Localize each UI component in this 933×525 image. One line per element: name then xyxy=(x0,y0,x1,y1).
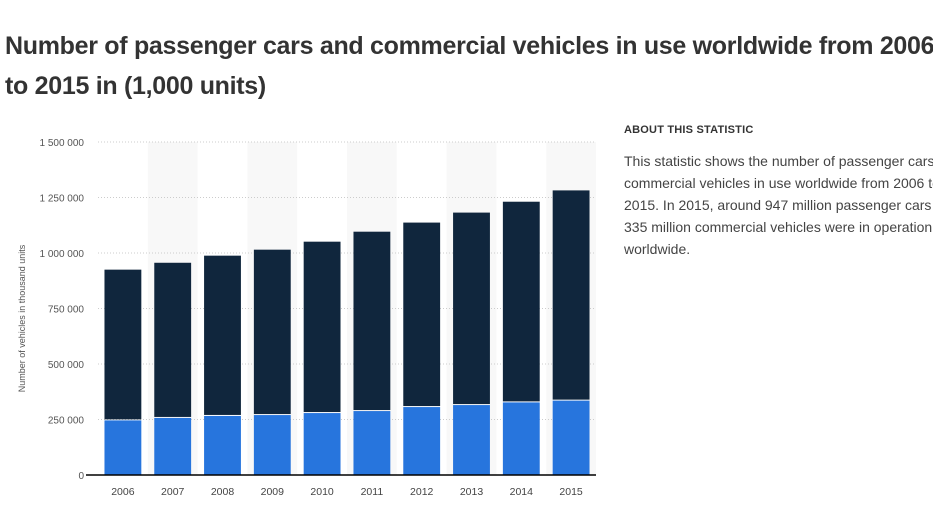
bar-passenger-2015 xyxy=(552,190,590,400)
about-line: 335 million commercial vehicles were in … xyxy=(624,219,933,235)
bar-passenger-2008 xyxy=(204,255,241,415)
page-title: Number of passenger cars and commercial … xyxy=(5,32,933,100)
bar-commercial-2010 xyxy=(303,413,341,475)
x-tick-label: 2007 xyxy=(161,486,185,498)
x-tick-label: 2010 xyxy=(310,486,334,498)
bar-passenger-2011 xyxy=(353,231,391,411)
x-tick-label: 2009 xyxy=(261,486,285,498)
x-tick-label: 2008 xyxy=(211,486,235,498)
stacked-bar-chart: 0 250 000 500 000 750 000 1 000 000 1 250 000… xyxy=(17,138,596,498)
y-tick-label: 0 xyxy=(78,471,84,482)
about-statistic: ABOUT THIS STATISTIC This statistic show… xyxy=(624,124,933,260)
bar-commercial-2013 xyxy=(453,405,490,475)
y-tick-label: 250 000 xyxy=(48,416,85,427)
y-tick-label: 1 250 000 xyxy=(40,194,85,205)
x-tick-label: 2013 xyxy=(460,486,484,498)
about-line: 2015. In 2015, around 947 million passen… xyxy=(624,197,933,213)
bar-commercial-2006 xyxy=(104,420,142,475)
x-tick-label: 2011 xyxy=(361,486,384,498)
about-line: worldwide. xyxy=(624,241,691,257)
bar-commercial-2011 xyxy=(353,411,391,475)
bar-passenger-2010 xyxy=(303,241,341,413)
about-heading: ABOUT THIS STATISTIC xyxy=(624,124,754,136)
bar-passenger-2007 xyxy=(154,262,192,417)
bar-commercial-2014 xyxy=(502,402,540,475)
about-line: commercial vehicles in use worldwide fro… xyxy=(624,175,933,191)
y-tick-label: 1 500 000 xyxy=(40,138,85,149)
y-axis-label: Number of vehicles in thousand units xyxy=(17,244,27,392)
y-tick-label: 500 000 xyxy=(48,360,85,371)
x-tick-label: 2006 xyxy=(111,486,135,498)
x-tick-label: 2012 xyxy=(410,486,434,498)
bar-commercial-2008 xyxy=(204,415,241,475)
bar-passenger-2013 xyxy=(453,212,490,405)
x-tick-label: 2014 xyxy=(510,486,534,498)
bar-passenger-2006 xyxy=(104,269,142,420)
bar-commercial-2012 xyxy=(403,407,441,475)
y-tick-label: 750 000 xyxy=(48,305,85,316)
bar-commercial-2007 xyxy=(154,417,192,475)
bar-commercial-2009 xyxy=(253,415,291,475)
x-tick-label: 2015 xyxy=(559,486,583,498)
bar-passenger-2009 xyxy=(253,249,291,415)
bar-passenger-2014 xyxy=(502,201,540,402)
bar-passenger-2012 xyxy=(403,222,441,407)
about-line: This statistic shows the number of passe… xyxy=(624,153,933,169)
bar-commercial-2015 xyxy=(552,400,590,475)
y-tick-label: 1 000 000 xyxy=(40,249,85,260)
